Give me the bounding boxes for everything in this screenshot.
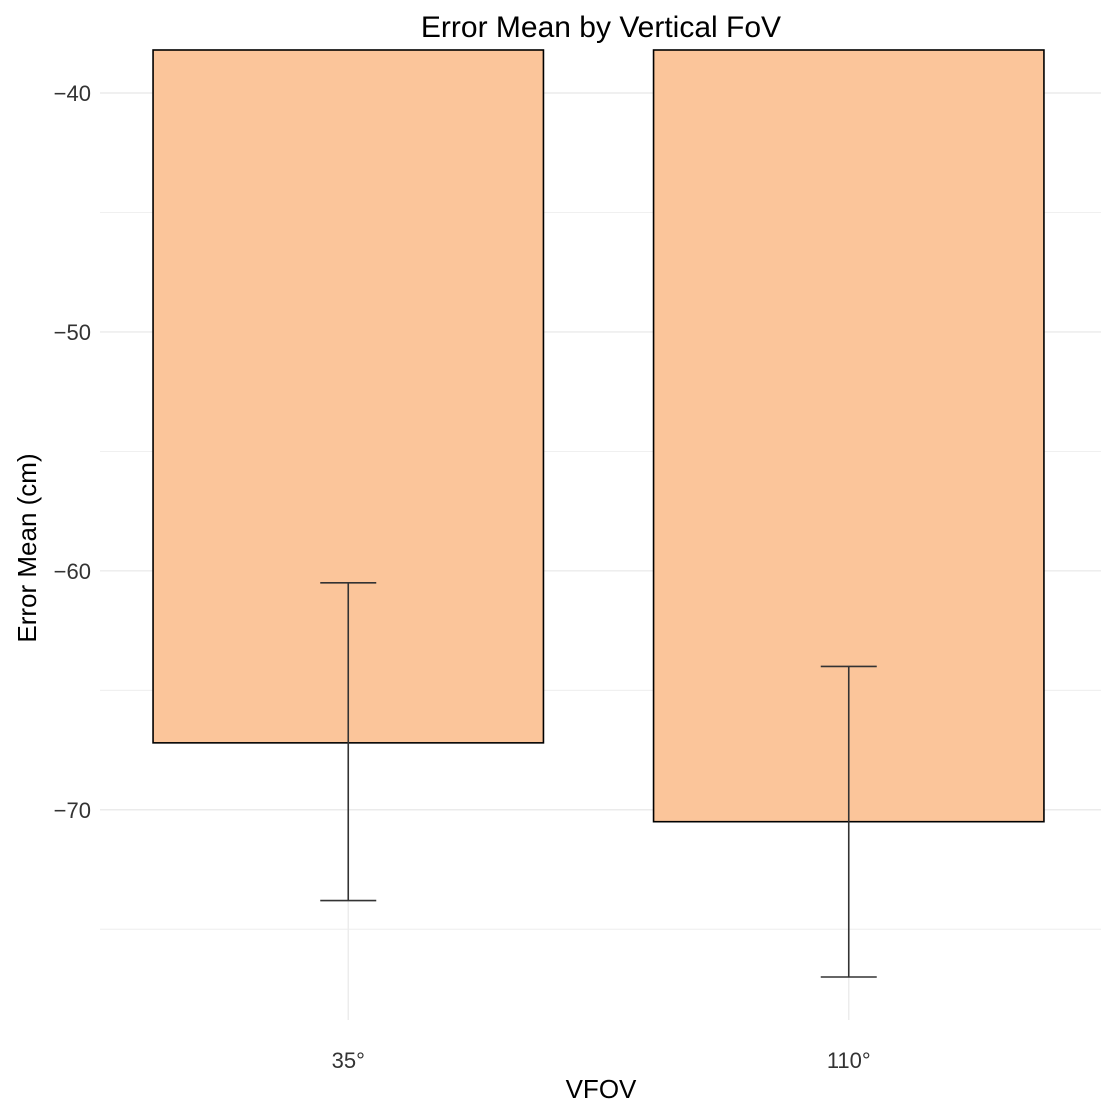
error-bars xyxy=(320,581,877,978)
x-tick-label: 110° xyxy=(827,1048,871,1073)
y-axis-title: Error Mean (cm) xyxy=(12,453,42,642)
y-tick-label: −50 xyxy=(54,320,91,345)
y-tick-label: −70 xyxy=(54,798,91,823)
x-tick-label: 35° xyxy=(332,1048,365,1073)
bars xyxy=(152,49,1045,823)
tick-labels: −40 −50 −60 −70 35° 110° xyxy=(54,81,871,1073)
y-tick-label: −40 xyxy=(54,81,91,106)
chart-title: Error Mean by Vertical FoV xyxy=(421,11,781,44)
y-tick-label: −60 xyxy=(54,559,91,584)
x-axis-title: VFOV xyxy=(566,1074,637,1104)
